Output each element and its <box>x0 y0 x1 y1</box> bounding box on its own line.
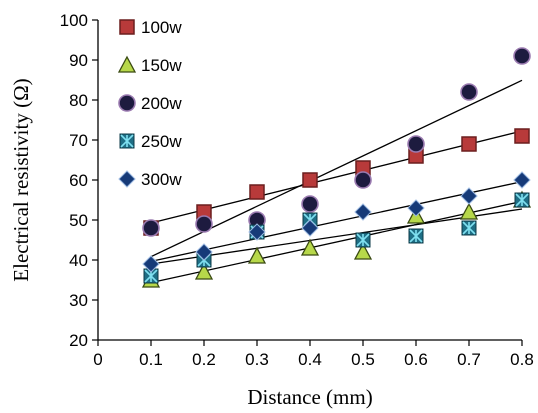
point-300w-7 <box>513 171 531 189</box>
data-points <box>141 47 532 288</box>
y-tick-label-20: 20 <box>69 331 88 350</box>
marker-star <box>356 233 370 247</box>
legend-label-200w: 200w <box>141 94 182 113</box>
y-tick-label-70: 70 <box>69 131 88 150</box>
point-100w-2 <box>249 184 265 200</box>
point-150w-3 <box>300 238 320 256</box>
marker-star <box>120 134 134 148</box>
point-250w-4 <box>355 232 371 248</box>
trendline-300w <box>150 181 523 262</box>
y-tick-label-90: 90 <box>69 51 88 70</box>
y-tick-label-60: 60 <box>69 171 88 190</box>
point-100w-6 <box>461 136 477 152</box>
point-300w-4 <box>354 203 372 221</box>
legend-label-100w: 100w <box>141 18 182 37</box>
point-200w-7 <box>513 47 531 65</box>
point-300w-6 <box>460 187 478 205</box>
series-300w <box>142 171 531 273</box>
point-100w-7 <box>514 128 530 144</box>
trendlines <box>150 79 523 284</box>
legend-marker-250w <box>119 133 135 149</box>
x-tick-label-0-6: 0.6 <box>404 350 428 369</box>
point-100w-3 <box>302 172 318 188</box>
x-tick-label-0: 0 <box>93 350 102 369</box>
marker-star <box>515 193 529 207</box>
legend-marker-100w <box>119 19 135 35</box>
x-tick-label-0-5: 0.5 <box>351 350 375 369</box>
x-tick-label-0-2: 0.2 <box>192 350 216 369</box>
y-ticks: 20 30 40 50 60 70 80 90 100 <box>60 11 98 350</box>
series-200w <box>142 47 531 237</box>
y-tick-label-80: 80 <box>69 91 88 110</box>
point-200w-4 <box>354 171 372 189</box>
x-tick-label-0-4: 0.4 <box>298 350 322 369</box>
legend-label-150w: 150w <box>141 56 182 75</box>
point-150w-6 <box>459 202 479 220</box>
legend-marker-300w <box>118 170 136 188</box>
marker-star <box>409 229 423 243</box>
point-300w-1 <box>195 243 213 261</box>
trendline-150w <box>150 200 523 284</box>
point-200w-1 <box>195 215 213 233</box>
trendline-100w <box>150 130 523 224</box>
legend: 100w 150w 200w 250w 300w <box>117 18 182 189</box>
point-300w-5 <box>407 199 425 217</box>
point-300w-2 <box>248 223 266 241</box>
point-250w-6 <box>461 220 477 236</box>
point-150w-2 <box>247 246 267 264</box>
y-tick-label-50: 50 <box>69 211 88 230</box>
point-250w-7 <box>514 192 530 208</box>
y-tick-label-40: 40 <box>69 251 88 270</box>
x-tick-label-0-3: 0.3 <box>245 350 269 369</box>
point-200w-0 <box>142 219 160 237</box>
x-axis-title: Distance (mm) <box>247 385 372 409</box>
legend-marker-150w <box>117 55 137 73</box>
point-200w-3 <box>301 195 319 213</box>
legend-label-300w: 300w <box>141 170 182 189</box>
y-axis-title: Electrical resistivity (Ω) <box>9 78 33 281</box>
legend-marker-200w <box>118 94 136 112</box>
point-150w-1 <box>194 262 214 280</box>
y-tick-label-30: 30 <box>69 291 88 310</box>
x-tick-label-0-1: 0.1 <box>139 350 163 369</box>
y-tick-label-100: 100 <box>60 11 88 30</box>
x-tick-label-0-8: 0.8 <box>510 350 534 369</box>
point-300w-0 <box>142 255 160 273</box>
x-tick-label-0-7: 0.7 <box>457 350 481 369</box>
point-200w-5 <box>407 135 425 153</box>
point-250w-5 <box>408 228 424 244</box>
legend-label-250w: 250w <box>141 132 182 151</box>
point-150w-4 <box>353 242 373 260</box>
marker-star <box>462 221 476 235</box>
point-300w-3 <box>301 219 319 237</box>
point-250w-0 <box>143 268 159 284</box>
x-ticks: 0 0.1 0.2 0.3 0.4 0.5 0.6 0.7 0.8 <box>93 340 534 369</box>
trendline-250w <box>150 208 523 265</box>
point-200w-6 <box>460 83 478 101</box>
trendline-200w <box>150 79 523 258</box>
